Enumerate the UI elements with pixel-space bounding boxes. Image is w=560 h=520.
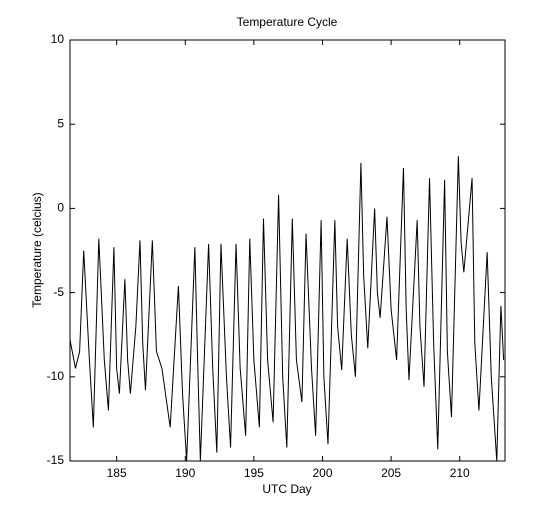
y-tick-label: 5 <box>57 116 64 130</box>
x-tick-label: 195 <box>244 466 264 480</box>
temperature-line <box>69 156 505 462</box>
y-tick-label: -15 <box>47 453 65 467</box>
x-tick-label: 200 <box>312 466 332 480</box>
y-tick-label: 0 <box>57 201 64 215</box>
x-tick-label: 210 <box>450 466 470 480</box>
x-tick-label: 190 <box>175 466 195 480</box>
y-axis-label: Temperature (celcius) <box>30 192 44 307</box>
y-tick-label: -5 <box>53 285 64 299</box>
plot-area <box>69 39 506 462</box>
y-tick-label: 10 <box>51 32 65 46</box>
x-tick-label: 185 <box>107 466 127 480</box>
x-axis-label: UTC Day <box>262 482 311 496</box>
chart-title: Temperature Cycle <box>237 15 338 29</box>
x-tick-label: 205 <box>381 466 401 480</box>
y-tick-label: -10 <box>47 369 65 383</box>
